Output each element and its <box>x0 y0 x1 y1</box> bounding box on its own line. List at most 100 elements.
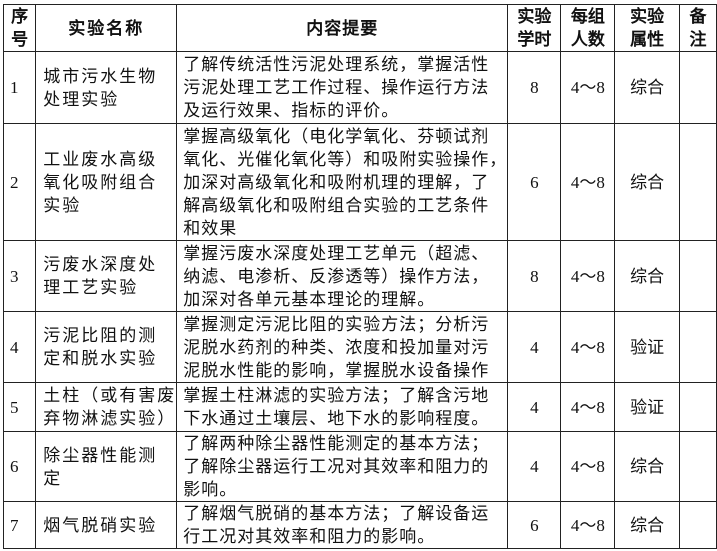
cell-hours: 8 <box>507 51 562 124</box>
text-line: 定和脱水实验 <box>43 349 158 368</box>
text-line: 污泥比阻的测 <box>43 326 158 345</box>
text-line: 解高级氧化和吸附组合实验的工艺条件 <box>183 195 490 215</box>
header-no: 序号 <box>2 4 37 52</box>
cell-name: 烟气脱硝实验 <box>35 501 178 549</box>
text-line: 理工艺实验 <box>43 278 139 297</box>
cell-note <box>678 431 717 502</box>
cell-desc: 了解两种除尘器性能测定的基本方法； 了解除尘器运行工况对其效率和阻力的 影响。 <box>176 431 509 502</box>
text-line: 下水通过土壤层、地下水的影响程度。 <box>183 409 490 428</box>
text-line: 掌握土柱淋滤的实验方法；了解含污地 <box>183 386 490 405</box>
cell-type: 综合 <box>614 431 680 502</box>
cell-group: 4～8 <box>560 431 616 502</box>
text-line: 烟气脱硝实验 <box>43 515 158 535</box>
table-row: 6 除尘器性能测定了解两种除尘器性能测定的基本方法； 了解除尘器运行工况对其效率和阻… <box>2 431 717 502</box>
experiment-table: 序号 实验名称 内容提要 实验 学时 每组 人数 实验 属性 备注 1 城市污水生物 处理… <box>2 4 717 549</box>
cell-note <box>678 382 717 432</box>
text-line: 加深对各单元基本理论的理解。 <box>183 289 436 309</box>
header-group: 每组 人数 <box>560 4 616 52</box>
text-line: 实验 <box>517 7 552 26</box>
table-row: 5 土柱（或有害废 弃物淋滤实验） 掌握土柱淋滤的实验方法；了解含污地 下水通过土壤层… <box>2 382 717 432</box>
text-line: 注 <box>689 30 707 49</box>
cell-name: 除尘器性能测定 <box>35 431 178 502</box>
cell-no: 5 <box>2 382 37 432</box>
text-line: 了解烟气脱硝的基本方法；了解设备运 <box>183 504 490 523</box>
table-header-row: 序号 实验名称 内容提要 实验学时 每组人数 实验 属性 备注 <box>2 4 717 52</box>
cell-group: 4～8 <box>560 51 616 124</box>
text-line: 每组 <box>570 7 605 26</box>
text-line: 和效果 <box>183 218 238 238</box>
text-line: 学时 <box>517 30 552 49</box>
cell-no: 2 <box>2 123 37 241</box>
cell-hours: 4 <box>507 382 562 432</box>
text-line: 备 <box>689 7 707 26</box>
cell-note <box>678 240 717 312</box>
cell-hours: 6 <box>507 501 562 549</box>
cell-type: 综合 <box>614 123 680 241</box>
text-line: 序 <box>11 7 29 26</box>
text-line: 行工况对其效率和阻力的影响。 <box>183 527 436 546</box>
text-line: 土柱（或有害废 <box>43 386 177 405</box>
text-line: 了解除尘器运行工况对其效率和阻力的 <box>183 457 490 476</box>
cell-desc: 掌握高级氧化（电化学氧化、芬顿试剂 氧化、光催化氧化等）和吸附实验操作， 加深对高级… <box>176 123 509 241</box>
cell-group: 4～8 <box>560 240 616 312</box>
cell-no: 6 <box>2 431 37 502</box>
text-line: 污泥处理工艺工作过程、操作运行方法 <box>183 78 490 97</box>
cell-hours: 4 <box>507 311 562 383</box>
cell-name: 城市污水生物 处理实验 <box>35 51 178 124</box>
table-row: 2 工业废水高级 氧化吸附组合 实验 掌握高级氧化（电化学氧化、芬顿试剂 氧化、光催化氧化… <box>2 123 717 241</box>
text-line: 掌握污废水深度处理工艺单元（超滤、 <box>183 243 490 263</box>
cell-desc: 掌握测定污泥比阻的实验方法；分析污 泥脱水药剂的种类、浓度和投加量对污 泥脱水性能的… <box>176 311 509 383</box>
cell-no: 3 <box>2 240 37 312</box>
cell-desc: 了解烟气脱硝的基本方法；了解设备运 行工况对其效率和阻力的影响。 <box>176 501 509 549</box>
cell-group: 4～8 <box>560 382 616 432</box>
header-name: 实验名称 <box>35 4 178 52</box>
text-line: 人数 <box>570 30 605 49</box>
cell-desc: 掌握土柱淋滤的实验方法；了解含污地 下水通过土壤层、地下水的影响程度。 <box>176 382 509 432</box>
cell-no: 1 <box>2 51 37 124</box>
header-type: 实验 属性 <box>614 4 680 52</box>
text-line: 及运行效果、指标的评价。 <box>183 101 400 120</box>
text-line: 掌握高级氧化（电化学氧化、芬顿试剂 <box>183 126 490 146</box>
table-row: 4 污泥比阻的测 定和脱水实验 掌握测定污泥比阻的实验方法；分析污 泥脱水药剂的种类、浓… <box>2 311 717 383</box>
text-line: 定 <box>43 468 63 488</box>
cell-type: 综合 <box>614 51 680 124</box>
header-desc: 内容提要 <box>176 4 509 52</box>
text-line: 了解两种除尘器性能测定的基本方法； <box>183 434 490 453</box>
text-line: 城市污水生物 <box>43 66 158 86</box>
text-line: 工业废水高级 <box>43 149 158 169</box>
text-line: 泥脱水药剂的种类、浓度和投加量对污 <box>183 337 490 357</box>
text-line: 处理实验 <box>43 89 120 109</box>
text-line: 掌握测定污泥比阻的实验方法；分析污 <box>183 314 490 334</box>
cell-name: 污泥比阻的测 定和脱水实验 <box>35 311 178 383</box>
text-line: 氧化、光催化氧化等）和吸附实验操作， <box>183 149 508 169</box>
text-line: 加深对高级氧化和吸附机理的理解，了 <box>183 172 490 192</box>
cell-hours: 8 <box>507 240 562 312</box>
cell-type: 验证 <box>614 382 680 432</box>
cell-note <box>678 501 717 549</box>
cell-desc: 掌握污废水深度处理工艺单元（超滤、 纳滤、电渗析、反渗透等）操作方法， 加深对各单元… <box>176 240 509 312</box>
text-line: 属性 <box>630 30 665 49</box>
table-row: 7 烟气脱硝实验 了解烟气脱硝的基本方法；了解设备运 行工况对其效率和阻力的影响。 6 4… <box>2 501 717 549</box>
text-line: 氧化吸附组合 <box>43 172 158 192</box>
cell-group: 4～8 <box>560 311 616 383</box>
cell-hours: 4 <box>507 431 562 502</box>
text-line: 影响。 <box>183 480 238 499</box>
text-line: 内容提要 <box>306 18 379 38</box>
text-line: 号 <box>11 30 29 49</box>
text-line: 除尘器性能测 <box>43 445 158 465</box>
text-line: 纳滤、电渗析、反渗透等）操作方法， <box>183 266 490 286</box>
cell-note <box>678 311 717 383</box>
text-line: 弃物淋滤实验） <box>43 409 177 428</box>
header-note: 备注 <box>678 4 717 52</box>
cell-group: 4～8 <box>560 123 616 241</box>
cell-type: 验证 <box>614 311 680 383</box>
text-line: 了解传统活性污泥处理系统，掌握活性 <box>183 55 490 74</box>
cell-note <box>678 123 717 241</box>
cell-desc: 了解传统活性污泥处理系统，掌握活性 污泥处理工艺工作过程、操作运行方法 及运行效果、… <box>176 51 509 124</box>
text-line: 污废水深度处 <box>43 255 158 274</box>
text-line: 实验 <box>43 195 82 215</box>
cell-name: 工业废水高级 氧化吸附组合 实验 <box>35 123 178 241</box>
cell-group: 4～8 <box>560 501 616 549</box>
text-line: 实验名称 <box>68 18 145 38</box>
text-line: 泥脱水性能的影响，掌握脱水设备操作 <box>183 360 490 380</box>
